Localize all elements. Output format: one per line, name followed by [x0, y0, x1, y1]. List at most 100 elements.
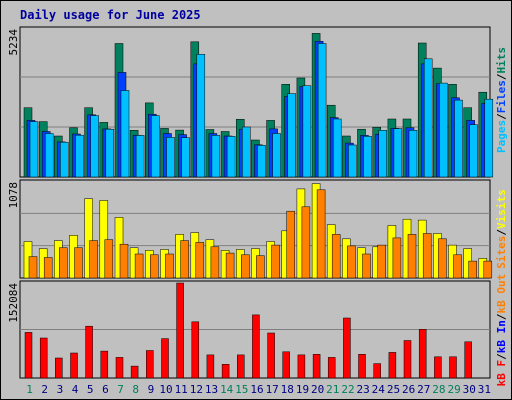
- kbf-bar-day-13: [206, 354, 215, 379]
- x-tick-label-27: 27: [417, 383, 430, 396]
- sites-bar-day-24: [377, 244, 386, 279]
- x-tick-label-8: 8: [132, 383, 139, 396]
- sites-bar-day-22: [347, 245, 356, 279]
- kbf-bar-day-8: [130, 365, 139, 379]
- sites-bar-day-5: [89, 240, 98, 279]
- x-tick-label-28: 28: [432, 383, 445, 396]
- kbf-bar-day-4: [70, 352, 78, 379]
- pages-bar-day-27: [423, 58, 433, 178]
- legend-item: kB In: [495, 320, 508, 353]
- kbf-bar-day-18: [282, 351, 290, 379]
- ymax-label: 1078: [7, 182, 20, 209]
- kbf-bar-day-14: [221, 364, 230, 379]
- sites-bar-day-3: [59, 247, 68, 279]
- legend-item: kB Out: [495, 274, 508, 314]
- pages-bar-day-24: [378, 130, 387, 178]
- kbf-bar-day-15: [237, 354, 245, 379]
- legend: kB F/kB In/kB Out: [495, 274, 508, 387]
- kbf-bar-day-7: [115, 357, 124, 379]
- x-tick-label-14: 14: [220, 383, 234, 396]
- x-tick-label-23: 23: [356, 383, 369, 396]
- sites-bar-day-14: [225, 252, 235, 279]
- pages-bar-day-3: [60, 141, 69, 178]
- pages-bar-day-22: [348, 144, 357, 178]
- kbf-bar-day-29: [449, 356, 457, 379]
- x-tick-label-1: 1: [26, 383, 33, 396]
- kbf-bar-day-17: [267, 332, 275, 379]
- x-tick-label-30: 30: [463, 383, 476, 396]
- legend-item: Files: [495, 80, 508, 113]
- legend-item: Pages: [495, 120, 508, 153]
- sites-bar-day-18: [286, 210, 295, 279]
- kbf-bar-day-23: [358, 354, 366, 379]
- sites-bar-day-8: [134, 253, 144, 279]
- sites-bar-day-7: [119, 243, 129, 279]
- pages-bar-day-19: [302, 85, 312, 178]
- pages-bar-day-11: [181, 137, 190, 178]
- kbf-bar-day-30: [464, 341, 472, 379]
- legend-item: /: [495, 113, 508, 120]
- kbf-bar-day-2: [39, 337, 48, 379]
- pages-bar-day-1: [29, 121, 39, 178]
- sites-bar-day-13: [210, 246, 220, 279]
- kbf-bar-day-24: [373, 363, 381, 379]
- sites-bar-day-23: [362, 253, 371, 279]
- pages-bar-day-23: [363, 136, 372, 178]
- pages-bar-day-30: [469, 124, 478, 178]
- kbf-bar-day-19: [297, 354, 306, 379]
- kbf-bar-day-21: [327, 357, 336, 379]
- sites-bar-day-6: [104, 239, 114, 279]
- kbf-bar-day-5: [85, 325, 93, 379]
- sites-bar-day-26: [407, 234, 417, 279]
- x-tick-label-3: 3: [57, 383, 64, 396]
- visits-bar-day-6: [99, 200, 109, 279]
- sites-bar-day-12: [195, 242, 205, 279]
- x-tick-label-4: 4: [72, 383, 79, 396]
- sites-bar-day-19: [301, 206, 311, 279]
- x-tick-label-20: 20: [311, 383, 324, 396]
- x-tick-label-7: 7: [117, 383, 124, 396]
- ymax-label: 5234: [7, 29, 20, 56]
- x-tick-label-17: 17: [266, 383, 279, 396]
- visits-panel: 1078 Sites/Visits: [7, 179, 508, 279]
- sites-bar-day-28: [438, 238, 447, 279]
- pages-bar-day-20: [317, 43, 327, 178]
- kbf-bar-day-26: [403, 340, 412, 379]
- kbf-bar-day-27: [418, 329, 427, 379]
- pages-bar-day-26: [408, 130, 418, 178]
- pages-bar-day-15: [242, 126, 251, 178]
- visits-bar-day-5: [84, 198, 93, 279]
- x-tick-label-31: 31: [478, 383, 491, 396]
- sites-bar-day-16: [256, 255, 265, 279]
- x-tick-label-26: 26: [402, 383, 415, 396]
- kbf-bar-day-1: [24, 332, 33, 379]
- sites-bar-day-11: [180, 240, 189, 279]
- sites-bar-day-31: [483, 260, 493, 279]
- x-tick-label-16: 16: [250, 383, 263, 396]
- pages-bar-day-5: [90, 115, 99, 178]
- pages-bar-day-9: [151, 115, 160, 178]
- pages-bar-day-12: [196, 54, 206, 178]
- pages-bar-day-6: [105, 128, 115, 178]
- sites-bar-day-9: [150, 254, 159, 279]
- x-tick-label-18: 18: [281, 383, 294, 396]
- sites-bar-day-20: [316, 189, 326, 279]
- pages-bar-day-13: [211, 135, 221, 178]
- sites-bar-day-2: [43, 257, 53, 279]
- legend-item: /: [495, 313, 508, 320]
- kbf-bar-day-3: [55, 357, 63, 379]
- volume-panel: 152084 kB F/kB In/kB Out: [7, 274, 508, 387]
- pages-bar-day-18: [287, 93, 296, 178]
- legend-item: Hits: [495, 47, 508, 74]
- legend-item: /: [495, 353, 508, 360]
- sites-bar-day-17: [271, 244, 280, 279]
- x-tick-label-11: 11: [175, 383, 188, 396]
- sites-bar-day-27: [422, 233, 432, 279]
- ymax-label: 152084: [7, 283, 20, 323]
- pages-bar-day-21: [332, 118, 342, 178]
- pages-bar-day-25: [393, 128, 403, 178]
- pages-bar-day-31: [484, 98, 494, 178]
- legend-item: /: [495, 73, 508, 80]
